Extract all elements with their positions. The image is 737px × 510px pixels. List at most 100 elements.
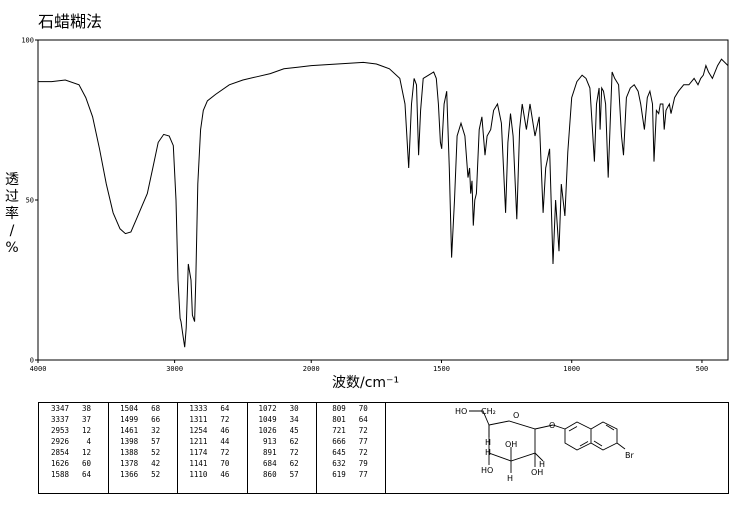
peak-transmittance: 72 (289, 448, 299, 457)
peak-row: 1049 34 (247, 414, 316, 425)
peak-row: 1211 44 (177, 436, 246, 447)
peak-column: 1072 30 1049 34 1026 45 913 62 891 72 684 62 860 57 (247, 403, 317, 493)
peak-row: 684 62 (247, 458, 316, 469)
peak-row: 1254 46 (177, 425, 246, 436)
peak-row: 1588 64 (39, 469, 108, 480)
peak-transmittance: 77 (358, 470, 368, 479)
peak-transmittance: 45 (289, 426, 299, 435)
peak-row: 619 77 (316, 469, 385, 480)
peak-transmittance: 34 (289, 415, 299, 424)
peak-transmittance: 72 (358, 448, 368, 457)
peak-transmittance: 57 (151, 437, 161, 446)
peak-row: 1333 64 (177, 403, 246, 414)
peak-wavenumber: 1311 (189, 415, 208, 424)
peak-row: 1141 70 (177, 458, 246, 469)
peak-row: 1378 42 (108, 458, 177, 469)
peak-row: 2926 4 (39, 436, 108, 447)
peak-row: 1311 72 (177, 414, 246, 425)
peak-transmittance: 64 (358, 415, 368, 424)
peak-wavenumber: 619 (332, 470, 346, 479)
atom-label: H (485, 438, 491, 447)
peak-transmittance: 70 (358, 404, 368, 413)
peak-transmittance: 52 (151, 470, 161, 479)
peak-wavenumber: 684 (263, 459, 277, 468)
peak-wavenumber: 1026 (258, 426, 277, 435)
peak-wavenumber: 1378 (120, 459, 139, 468)
peak-wavenumber: 721 (332, 426, 346, 435)
peak-wavenumber: 1333 (189, 404, 208, 413)
peak-transmittance: 66 (151, 415, 161, 424)
y-axis-label-char: % (5, 240, 19, 256)
peak-wavenumber: 632 (332, 459, 346, 468)
y-axis-label-char: / (9, 223, 15, 239)
peak-column: 1504 68 1499 66 1461 32 1398 57 1388 52 1378 42 1366… (108, 403, 179, 493)
peak-wavenumber: 1141 (189, 459, 208, 468)
naphthalene-inner-bond (593, 440, 603, 447)
peak-wavenumber: 1626 (50, 459, 69, 468)
peak-wavenumber: 891 (263, 448, 277, 457)
naphthalene-ring (590, 421, 618, 451)
peak-wavenumber: 1461 (120, 426, 139, 435)
peak-transmittance: 4 (86, 437, 91, 446)
peak-table: 3347 38 3337 37 2953 12 2926 4 2854 12 1626 60 1588 6… (38, 402, 729, 494)
peak-row: 1388 52 (108, 447, 177, 458)
y-axis-label-char: 过 (5, 189, 19, 205)
ch2-bond (469, 410, 490, 426)
peak-transmittance: 64 (81, 470, 91, 479)
atom-label: O (549, 421, 555, 430)
peak-column: 809 70 801 64 721 72 666 77 645 72 632 79 619 77 (316, 403, 386, 493)
y-axis-label-char: 率 (5, 206, 19, 222)
atom-label: OH (505, 440, 517, 449)
y-tick-label: 100 (21, 37, 34, 45)
peak-wavenumber: 860 (263, 470, 277, 479)
peak-transmittance: 46 (220, 426, 230, 435)
peak-row: 860 57 (247, 469, 316, 480)
naphthalene-inner-bond (605, 424, 615, 431)
peak-transmittance: 72 (220, 448, 230, 457)
x-tick-label: 1500 (433, 365, 450, 373)
peak-wavenumber: 1174 (189, 448, 208, 457)
peak-row: 2953 12 (39, 425, 108, 436)
atom-label: OH (531, 468, 543, 477)
peak-wavenumber: 1072 (258, 404, 277, 413)
peak-row: 1366 52 (108, 469, 177, 480)
peak-transmittance: 37 (81, 415, 91, 424)
peak-row: 3347 38 (39, 403, 108, 414)
peak-transmittance: 32 (151, 426, 161, 435)
c-br-bond (616, 442, 626, 450)
peak-row: 891 72 (247, 447, 316, 458)
peak-row: 1110 46 (177, 469, 246, 480)
atom-label: Br (625, 451, 634, 460)
peak-transmittance: 77 (358, 437, 368, 446)
peak-wavenumber: 1254 (189, 426, 208, 435)
peak-row: 1461 32 (108, 425, 177, 436)
peak-column: 3347 38 3337 37 2953 12 2926 4 2854 12 1626 60 1588 6… (39, 403, 110, 493)
peak-transmittance: 12 (81, 448, 91, 457)
peak-wavenumber: 645 (332, 448, 346, 457)
peak-wavenumber: 1366 (120, 470, 139, 479)
atom-label: O (513, 411, 519, 420)
y-axis-label-char: 透 (5, 172, 19, 188)
peak-row: 2854 12 (39, 447, 108, 458)
peak-wavenumber: 1388 (120, 448, 139, 457)
atom-label: HO (455, 407, 467, 416)
peak-wavenumber: 2926 (50, 437, 69, 446)
plot-frame (37, 39, 729, 361)
peak-transmittance: 68 (151, 404, 161, 413)
peak-transmittance: 70 (220, 459, 230, 468)
peak-column: 1333 64 1311 72 1254 46 1211 44 1174 72 1141 70 1110… (177, 403, 248, 493)
peak-row: 721 72 (316, 425, 385, 436)
x-axis-label: 波数/cm⁻¹ (332, 375, 400, 391)
x-tick-label: 4000 (30, 365, 47, 373)
atom-label: H (507, 474, 513, 483)
peak-transmittance: 79 (358, 459, 368, 468)
peak-row: 1626 60 (39, 458, 108, 469)
peak-row: 3337 37 (39, 414, 108, 425)
peak-row: 1398 57 (108, 436, 177, 447)
naphthalene-ring (564, 421, 592, 451)
x-tick-label: 1000 (563, 365, 580, 373)
peak-wavenumber: 913 (263, 437, 277, 446)
peak-row: 809 70 (316, 403, 385, 414)
x-tick-label: 3000 (166, 365, 183, 373)
